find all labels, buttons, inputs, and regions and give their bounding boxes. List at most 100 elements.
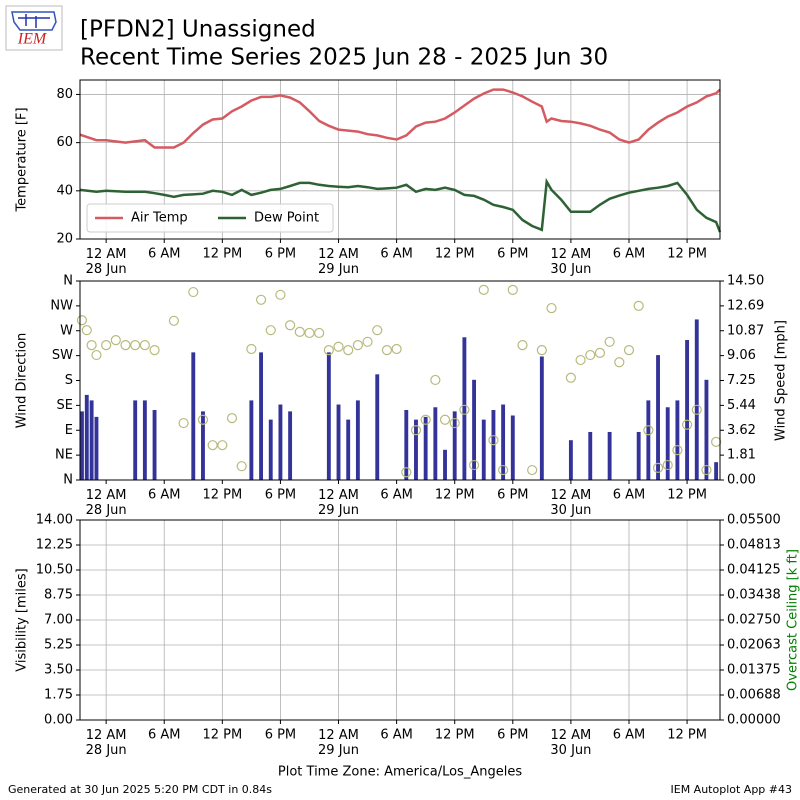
point xyxy=(294,326,305,337)
x-tick-label: 12 AM 29 Jun xyxy=(318,728,359,758)
x-tick-label: 6 AM xyxy=(613,247,646,262)
plot-frame xyxy=(79,79,721,240)
y-tick-label: S xyxy=(65,373,73,388)
x-tick-label: 6 PM xyxy=(265,488,296,503)
point xyxy=(178,417,189,429)
y-axis-label: Wind Direction xyxy=(15,333,30,429)
point xyxy=(352,340,363,351)
point xyxy=(623,344,635,356)
x-tick-label: 6 AM xyxy=(148,488,181,503)
x-tick-label: 12 AM 28 Jun xyxy=(86,488,127,518)
point xyxy=(362,336,373,347)
point xyxy=(343,344,354,356)
point xyxy=(91,349,102,361)
point xyxy=(120,340,131,351)
bar xyxy=(89,400,94,480)
x-tick-label: 12 PM xyxy=(202,728,242,743)
footer-right: IEM Autoplot App #43 xyxy=(671,783,793,796)
point xyxy=(691,404,702,415)
logo-map xyxy=(11,11,57,31)
x-tick-label: 6 AM xyxy=(380,247,413,262)
point xyxy=(449,417,460,429)
x-tick-label: 12 PM xyxy=(202,247,242,262)
bar xyxy=(326,352,331,480)
bar xyxy=(462,337,467,480)
point xyxy=(168,315,180,326)
y2-tick-label: 12.69 xyxy=(727,298,764,313)
point xyxy=(420,414,431,425)
bar xyxy=(355,400,360,480)
point xyxy=(197,414,209,425)
x-tick-label: 6 AM xyxy=(380,488,413,503)
y-tick-label: 20 xyxy=(56,232,73,247)
y-tick-label: 3.50 xyxy=(44,663,73,678)
bar xyxy=(694,319,699,480)
series-line xyxy=(79,177,722,233)
bar xyxy=(656,355,660,480)
y2-axis-label: Overcast Ceiling [k ft] xyxy=(786,549,800,691)
bar xyxy=(539,356,544,480)
x-tick-label: 12 PM xyxy=(435,728,475,743)
y-tick-label: 60 xyxy=(56,135,73,150)
x-tick-label: 6 PM xyxy=(265,728,296,743)
x-tick-label: 12 PM xyxy=(435,488,475,503)
point xyxy=(652,462,664,473)
x-tick-label: 6 AM xyxy=(148,728,181,743)
point xyxy=(459,404,470,415)
x-tick-label: 12 PM xyxy=(202,488,242,503)
point xyxy=(701,464,712,476)
x-tick-label: 12 AM 30 Jun xyxy=(550,488,591,518)
y2-tick-label: 0.02750 xyxy=(727,613,781,628)
y2-tick-label: 0.02063 xyxy=(727,638,781,653)
y-tick-label: 12.25 xyxy=(36,538,73,553)
point xyxy=(662,459,673,471)
chart-subtitle: Recent Time Series 2025 Jun 28 - 2025 Ju… xyxy=(80,45,608,71)
point xyxy=(430,374,441,386)
point xyxy=(391,343,402,355)
y-tick-label: N xyxy=(63,473,73,488)
point xyxy=(401,467,412,478)
point xyxy=(527,464,538,476)
point xyxy=(139,340,150,351)
legend-label: Dew Point xyxy=(254,211,319,226)
y2-tick-label: 0.00 xyxy=(727,473,756,488)
plot-frame xyxy=(79,519,721,721)
point xyxy=(265,325,276,336)
x-tick-label: 12 PM xyxy=(667,247,707,262)
legend-label: Air Temp xyxy=(131,211,188,226)
y-tick-label: E xyxy=(65,423,73,438)
y2-tick-label: 0.03438 xyxy=(727,588,781,603)
y2-tick-label: 0.00000 xyxy=(727,713,781,728)
panel: 12 AM 28 Jun 6 AM 12 PM 6 PM 12 AM 29 Jun 6 AM 1… xyxy=(15,513,800,780)
point xyxy=(478,284,489,295)
point xyxy=(546,302,557,314)
bar xyxy=(191,352,196,480)
bar xyxy=(346,419,351,480)
series-line xyxy=(79,88,721,149)
point xyxy=(672,445,683,456)
y-tick-label: 40 xyxy=(56,183,73,198)
bar xyxy=(443,449,447,480)
bar xyxy=(152,410,157,480)
y-tick-label: 0.00 xyxy=(44,713,73,728)
y-tick-label: NE xyxy=(55,448,73,463)
y-tick-label: N xyxy=(63,274,73,289)
bar xyxy=(568,440,573,480)
point xyxy=(314,327,325,339)
bar xyxy=(423,416,428,480)
y-axis-label: Visibility [miles] xyxy=(15,568,30,671)
y2-tick-label: 5.44 xyxy=(727,398,756,413)
bar xyxy=(481,419,486,480)
y-tick-label: 8.75 xyxy=(44,588,73,603)
bar xyxy=(375,374,380,480)
x-tick-label: 12 PM xyxy=(435,247,475,262)
x-axis-label: Plot Time Zone: America/Los_Angeles xyxy=(278,765,522,780)
y-tick-label: SE xyxy=(57,398,73,413)
point xyxy=(468,459,480,471)
bar xyxy=(94,416,99,480)
bar xyxy=(588,431,593,480)
x-tick-label: 6 AM xyxy=(148,247,181,262)
y-tick-label: 80 xyxy=(56,87,73,102)
point xyxy=(101,340,112,351)
